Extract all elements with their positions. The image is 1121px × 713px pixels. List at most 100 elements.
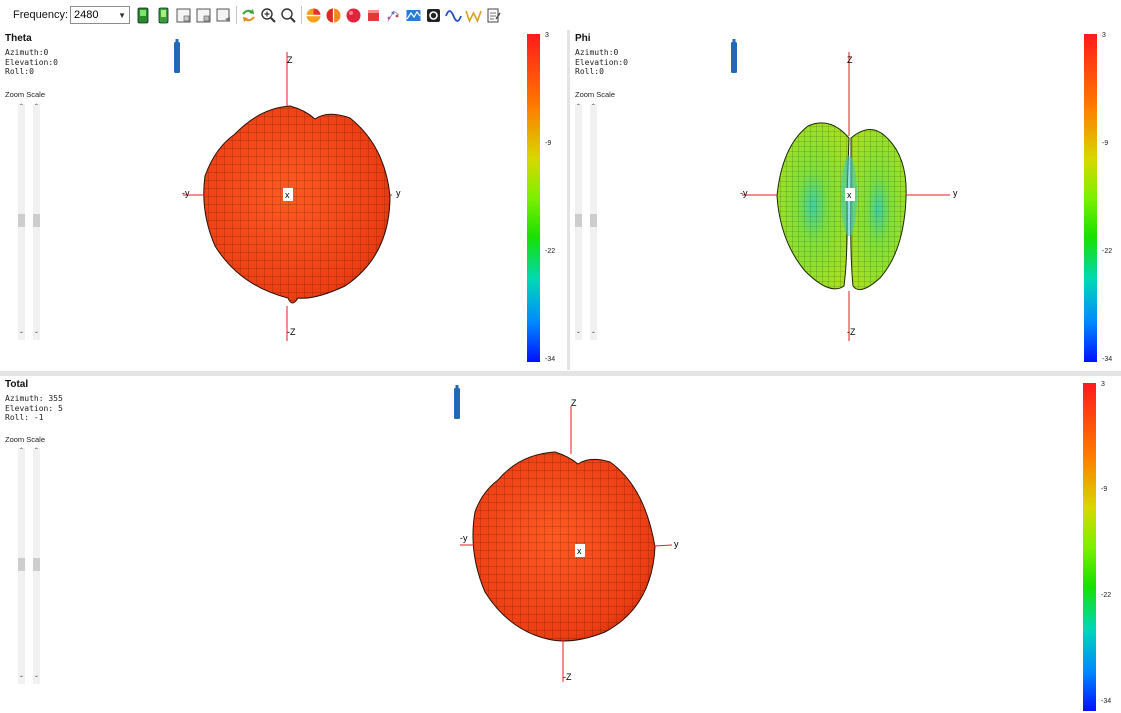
- color-scale-tick: -22: [1102, 248, 1113, 255]
- chevron-down-icon[interactable]: ˇ: [20, 675, 23, 684]
- color-scale-tick: -9: [545, 140, 552, 147]
- panel-title: Theta: [5, 33, 32, 44]
- pie-chart-icon[interactable]: [305, 7, 322, 24]
- chevron-up-icon[interactable]: ˆ: [592, 103, 595, 112]
- total-3d-plot[interactable]: x Z -Z -y y: [440, 382, 740, 707]
- chevron-down-icon[interactable]: ˇ: [20, 331, 23, 340]
- half-sphere-icon[interactable]: [325, 7, 342, 24]
- slider-thumb[interactable]: [18, 214, 25, 227]
- zoom-scale-label: Zoom Scale: [5, 435, 46, 444]
- tablet-icon[interactable]: [195, 7, 212, 24]
- notes-icon[interactable]: [485, 7, 502, 24]
- toolbar: Frequency: 2480 ▼: [0, 0, 1121, 30]
- color-scale-bar: [1084, 34, 1097, 362]
- antenna-icon: [731, 42, 737, 73]
- antenna-tip: [175, 39, 179, 44]
- color-scale-min: -34: [545, 356, 556, 363]
- device-green-2-icon[interactable]: [155, 7, 172, 24]
- chevron-down-icon[interactable]: ˇ: [577, 331, 580, 340]
- theta-panel[interactable]: Theta Azimuth:0 Elevation:0 Roll:0 Zoom …: [0, 30, 567, 371]
- color-scale-bar: [527, 34, 540, 362]
- x-axis-label: x: [285, 190, 290, 200]
- toolbar-separator: [301, 6, 303, 24]
- slider-thumb[interactable]: [33, 214, 40, 227]
- neg-y-axis-label: -y: [460, 533, 468, 543]
- color-scale-max: 3: [545, 32, 549, 39]
- zoom-slider-right[interactable]: ˆ ˇ: [33, 448, 40, 684]
- color-scale-bar: [1083, 383, 1096, 711]
- color-scale-tick: -9: [1101, 486, 1108, 493]
- zoom-slider-left[interactable]: ˆ ˇ: [18, 448, 25, 684]
- phone-icon[interactable]: [175, 7, 192, 24]
- vertical-splitter[interactable]: [567, 30, 570, 370]
- horizontal-splitter[interactable]: [0, 371, 1121, 376]
- neg-y-axis-label: -y: [182, 188, 190, 198]
- antenna-icon: [174, 42, 180, 73]
- chevron-down-icon[interactable]: ˇ: [35, 675, 38, 684]
- x-axis-label: x: [577, 546, 582, 556]
- rotate-icon[interactable]: [240, 7, 257, 24]
- frequency-label: Frequency:: [13, 9, 69, 21]
- device-green-icon[interactable]: [135, 7, 152, 24]
- total-panel[interactable]: Total Azimuth: 355 Elevation: 5 Roll: -1…: [0, 376, 1121, 713]
- theta-3d-plot[interactable]: x Z -Z -y y: [160, 36, 440, 366]
- chevron-up-icon[interactable]: ˆ: [577, 103, 580, 112]
- zoom-slider-left[interactable]: ˆ ˇ: [18, 104, 25, 340]
- box-icon[interactable]: [365, 7, 382, 24]
- color-scale-min: -34: [1101, 698, 1112, 705]
- color-scale-max: 3: [1101, 381, 1105, 388]
- antenna-tip: [455, 385, 459, 390]
- chevron-up-icon[interactable]: ˆ: [35, 447, 38, 456]
- antenna-tip: [732, 39, 736, 44]
- w-wave-icon[interactable]: [465, 7, 482, 24]
- color-scale-max: 3: [1102, 32, 1106, 39]
- color-scale-tick: -22: [545, 248, 556, 255]
- neg-y-axis-label: -y: [740, 188, 748, 198]
- color-scale-tick: -22: [1101, 592, 1112, 599]
- slider-thumb[interactable]: [18, 558, 25, 571]
- chevron-up-icon[interactable]: ˆ: [20, 447, 23, 456]
- phi-panel[interactable]: Phi Azimuth:0 Elevation:0 Roll:0 Zoom Sc…: [570, 30, 1121, 371]
- frequency-value: 2480: [74, 9, 99, 21]
- chevron-down-icon: ▼: [118, 10, 127, 20]
- orientation-readout: Azimuth:0 Elevation:0 Roll:0: [5, 48, 58, 76]
- neg-z-axis-label: -Z: [287, 327, 296, 337]
- zoom-slider-right[interactable]: ˆ ˇ: [33, 104, 40, 340]
- sphere-icon[interactable]: [345, 7, 362, 24]
- slider-thumb[interactable]: [33, 558, 40, 571]
- y-axis-label: y: [953, 188, 958, 198]
- color-scale-min: -34: [1102, 356, 1113, 363]
- surface-icon[interactable]: [405, 7, 422, 24]
- phi-3d-plot[interactable]: x Z -Z -y y: [720, 36, 1000, 366]
- gear-icon[interactable]: [425, 7, 442, 24]
- zoom-scale-label: Zoom Scale: [575, 90, 616, 99]
- y-axis-label: y: [396, 188, 401, 198]
- color-scale-tick: -9: [1102, 140, 1109, 147]
- chevron-down-icon[interactable]: ˇ: [35, 331, 38, 340]
- zoom-scale-label: Zoom Scale: [5, 90, 46, 99]
- y-axis-label: y: [674, 539, 679, 549]
- zoom-in-icon[interactable]: [260, 7, 277, 24]
- z-axis-label: Z: [571, 398, 577, 408]
- panel-title: Phi: [575, 33, 591, 44]
- chevron-up-icon[interactable]: ˆ: [20, 103, 23, 112]
- z-axis-label: Z: [847, 55, 853, 65]
- chevron-up-icon[interactable]: ˆ: [35, 103, 38, 112]
- neg-z-axis-label: -Z: [847, 327, 856, 337]
- x-axis-label: x: [847, 190, 852, 200]
- antenna-icon: [454, 388, 460, 419]
- zoom-slider-right[interactable]: ˆ ˇ: [590, 104, 597, 340]
- neg-z-axis-label: -Z: [563, 672, 572, 682]
- panel-title: Total: [5, 379, 29, 390]
- slider-thumb[interactable]: [575, 214, 582, 227]
- toolbar-separator: [236, 6, 238, 24]
- wave-icon[interactable]: [445, 7, 462, 24]
- laptop-icon[interactable]: [215, 7, 232, 24]
- frequency-select[interactable]: 2480 ▼: [70, 6, 131, 24]
- slider-thumb[interactable]: [590, 214, 597, 227]
- zoom-slider-left[interactable]: ˆ ˇ: [575, 104, 582, 340]
- zoom-out-icon[interactable]: [280, 7, 297, 24]
- y-axis-line: [653, 544, 673, 547]
- scatter-icon[interactable]: [385, 7, 402, 24]
- chevron-down-icon[interactable]: ˇ: [592, 331, 595, 340]
